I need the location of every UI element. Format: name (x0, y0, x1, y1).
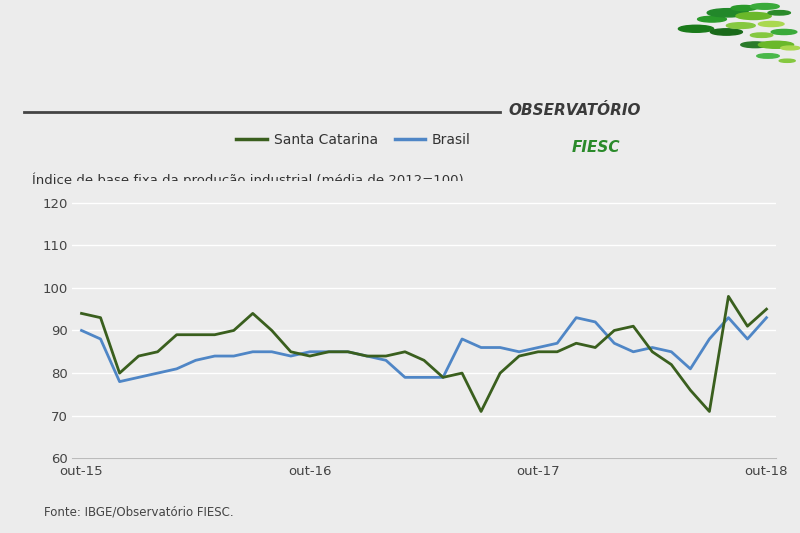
Circle shape (781, 46, 800, 50)
Circle shape (757, 54, 779, 58)
Legend: Santa Catarina, Brasil: Santa Catarina, Brasil (230, 127, 477, 152)
Circle shape (771, 29, 797, 35)
Circle shape (758, 21, 784, 27)
Text: Índice de base fixa da produção industrial (média de 2012=100): Índice de base fixa da produção industri… (32, 173, 464, 187)
Circle shape (678, 25, 714, 33)
Circle shape (768, 11, 790, 15)
Circle shape (750, 33, 773, 37)
Circle shape (736, 12, 771, 20)
Text: OBSERVATÓRIO: OBSERVATÓRIO (508, 103, 641, 118)
Circle shape (741, 42, 770, 47)
Circle shape (750, 4, 779, 9)
Circle shape (779, 59, 795, 62)
Circle shape (707, 9, 749, 17)
Text: Fonte: IBGE/Observatório FIESC.: Fonte: IBGE/Observatório FIESC. (44, 505, 234, 518)
Text: FIESC: FIESC (572, 140, 621, 155)
Circle shape (698, 17, 726, 22)
Circle shape (758, 41, 794, 49)
Circle shape (710, 29, 742, 35)
Circle shape (731, 5, 757, 11)
Circle shape (726, 23, 755, 28)
